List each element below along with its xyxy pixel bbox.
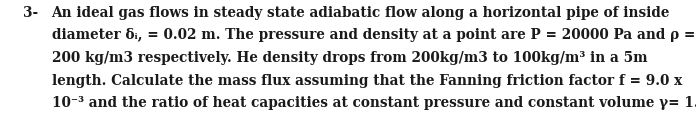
- Text: 10⁻³ and the ratio of heat capacities at constant pressure and constant volume γ: 10⁻³ and the ratio of heat capacities at…: [52, 96, 696, 110]
- Text: diameter δᵢ, = 0.02 m. The pressure and density at a point are P = 20000 Pa and : diameter δᵢ, = 0.02 m. The pressure and …: [52, 29, 695, 42]
- Text: length. Calculate the mass flux assuming that the Fanning friction factor f = 9.: length. Calculate the mass flux assuming…: [52, 73, 682, 88]
- Text: 3-: 3-: [23, 6, 38, 20]
- Text: An ideal gas flows in steady state adiabatic flow along a horizontal pipe of ins: An ideal gas flows in steady state adiab…: [52, 6, 670, 20]
- Text: 200 kg/m3 respectively. He density drops from 200kg/m3 to 100kg/m³ in a 5m: 200 kg/m3 respectively. He density drops…: [52, 51, 647, 65]
